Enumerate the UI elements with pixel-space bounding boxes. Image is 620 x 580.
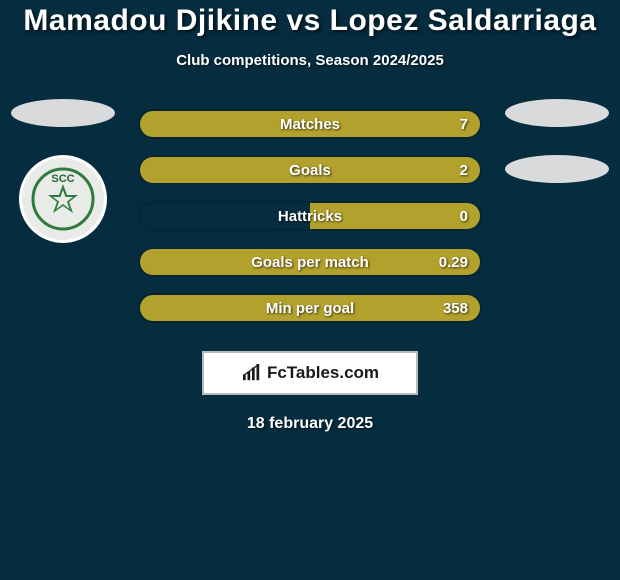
stat-label: Goals per match [251, 254, 369, 271]
root: Mamadou Djikine vs Lopez Saldarriaga Clu… [0, 0, 620, 433]
left-player-column: SCC [8, 99, 118, 243]
stat-bar: Hattricks 0 [138, 201, 482, 231]
stat-bar: Matches 7 [138, 109, 482, 139]
stat-value-right: 2 [460, 162, 468, 179]
club-badge-text: SCC [51, 173, 74, 185]
brand-text: FcTables.com [267, 363, 379, 383]
stat-value-right: 0.29 [439, 254, 468, 271]
page-title: Mamadou Djikine vs Lopez Saldarriaga [0, 4, 620, 38]
stat-label: Min per goal [266, 300, 354, 317]
page-subtitle: Club competitions, Season 2024/2025 [0, 52, 620, 69]
stat-bar: Min per goal 358 [138, 293, 482, 323]
comparison-area: SCC Matches 7 Goals 2 Hattricks 0 Goals per ma… [0, 109, 620, 323]
stat-label: Hattricks [278, 208, 342, 225]
brand-box: FcTables.com [202, 351, 418, 395]
stat-label: Matches [280, 116, 340, 133]
stat-value-right: 358 [443, 300, 468, 317]
stat-label: Goals [289, 162, 331, 179]
club-badge-left: SCC [19, 155, 107, 243]
player-avatar-right [505, 99, 609, 127]
stat-value-right: 7 [460, 116, 468, 133]
stat-bar: Goals 2 [138, 155, 482, 185]
club-crest-icon: SCC [28, 164, 98, 234]
stat-value-right: 0 [460, 208, 468, 225]
club-avatar-right [505, 155, 609, 183]
bar-chart-icon [241, 364, 263, 382]
player-avatar-left [11, 99, 115, 127]
stat-bar: Goals per match 0.29 [138, 247, 482, 277]
right-player-column [502, 99, 612, 183]
stat-bars: Matches 7 Goals 2 Hattricks 0 Goals per match 0… [138, 109, 482, 323]
footer-date: 18 february 2025 [0, 415, 620, 433]
